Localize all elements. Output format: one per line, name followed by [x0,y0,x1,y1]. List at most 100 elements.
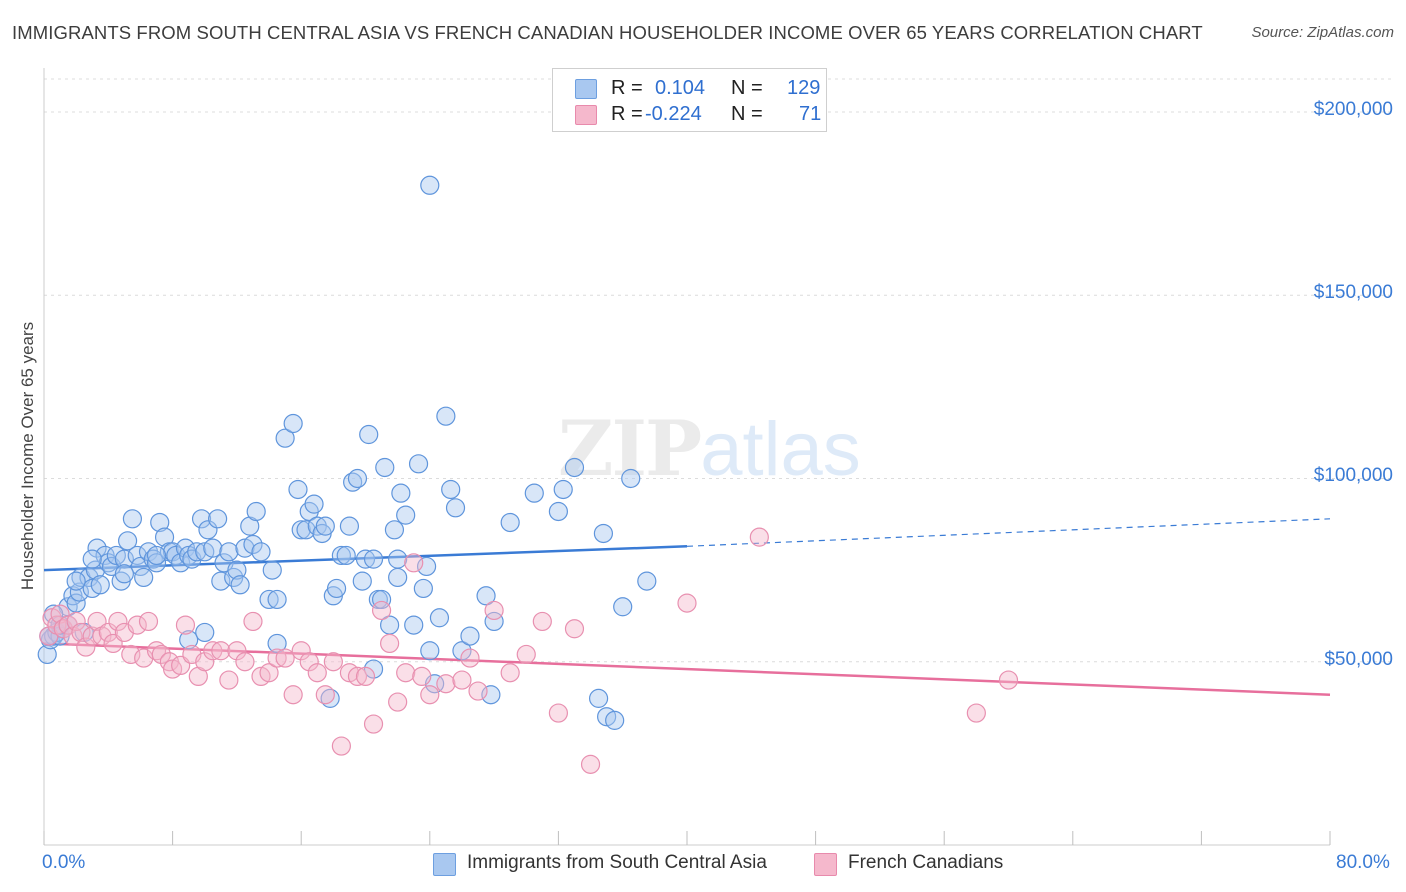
point-french-canadians [436,674,456,694]
legend-r-value: -0.224 [645,103,702,125]
point-south-central-asia [548,501,569,522]
point-south-central-asia [384,520,405,540]
point-french-canadians [121,644,141,665]
point-french-canadians [203,641,223,661]
trend-solid [43,642,1331,696]
points-south-central-asia [37,175,657,730]
point-south-central-asia [219,542,239,562]
point-french-canadians [66,611,86,632]
point-south-central-asia [621,468,641,489]
point-south-central-asia [195,622,215,643]
point-south-central-asia [122,509,143,529]
point-south-central-asia [69,582,89,602]
point-south-central-asia [79,567,99,588]
point-south-central-asia [593,523,614,544]
point-south-central-asia [291,520,311,540]
point-french-canadians [307,663,327,683]
point-south-central-asia [326,578,347,599]
point-south-central-asia [441,479,461,500]
point-south-central-asia [163,542,183,562]
point-south-central-asia [134,567,154,588]
point-french-canadians [998,670,1019,690]
point-south-central-asia [413,578,433,599]
point-french-canadians [580,754,601,774]
point-south-central-asia [146,553,167,573]
point-south-central-asia [637,571,657,591]
point-south-central-asia [553,479,573,500]
point-south-central-asia [267,589,287,610]
legend-r-label: R = [611,103,643,125]
point-south-central-asia [331,545,351,566]
point-south-central-asia [420,175,440,195]
y-tick-label: $50,000 [1324,648,1393,670]
point-south-central-asia [179,630,199,650]
point-french-canadians [283,685,303,705]
point-south-central-asia [198,520,218,540]
point-french-canadians [219,670,239,690]
point-french-canadians [299,652,319,672]
point-french-canadians [275,648,295,668]
point-french-canadians [267,648,287,668]
point-south-central-asia [347,468,368,489]
point-south-central-asia [171,553,191,573]
point-french-canadians [548,703,569,723]
point-south-central-asia [262,560,282,580]
point-south-central-asia [315,516,335,536]
legend-n-value: 71 [799,103,822,125]
point-french-canadians [151,644,171,665]
point-south-central-asia [404,615,424,635]
point-south-central-asia [127,545,147,566]
point-french-canadians [500,663,520,683]
point-south-central-asia [391,483,411,503]
point-south-central-asia [352,571,372,591]
legend-n-label: N = [731,103,763,125]
point-french-canadians [404,553,424,573]
point-south-central-asia [388,549,408,569]
point-south-central-asia [524,483,544,503]
point-french-canadians [966,703,986,723]
point-french-canadians [564,619,585,639]
point-french-canadians [211,641,231,661]
point-french-canadians [396,663,416,683]
point-south-central-asia [396,505,416,525]
point-south-central-asia [259,589,279,610]
point-south-central-asia [359,424,379,445]
point-french-canadians [380,633,400,654]
point-south-central-asia [420,641,440,661]
point-south-central-asia [230,575,250,595]
point-south-central-asia [288,479,308,500]
point-french-canadians [347,666,368,687]
watermark: ZIPatlas [558,404,861,493]
bottom-legend-swatch-blue [433,853,456,876]
legend-swatch-blue [575,79,597,99]
legend-swatch-pink [575,105,597,125]
y-tick-label: $200,000 [1313,98,1393,120]
point-south-central-asia [283,413,303,434]
points-french-canadians [39,527,1019,774]
point-french-canadians [50,604,70,624]
point-south-central-asia [246,501,266,522]
point-french-canadians [235,652,255,672]
point-south-central-asia [143,549,163,569]
point-south-central-asia [613,597,633,617]
point-south-central-asia [203,538,223,558]
point-south-central-asia [208,509,228,529]
point-french-canadians [749,527,769,547]
point-south-central-asia [191,509,212,529]
point-french-canadians [227,641,247,661]
point-south-central-asia [82,549,102,569]
point-south-central-asia [500,512,520,533]
point-south-central-asia [355,549,376,569]
legend-r-value: 0.104 [655,77,706,99]
point-south-central-asia [588,688,609,708]
point-french-canadians [71,622,91,643]
point-french-canadians [175,615,196,635]
trend-line-south-central-asia [43,518,1331,572]
point-south-central-asia [114,549,134,569]
legend-n-value: 129 [787,77,821,99]
point-french-canadians [82,626,102,646]
point-south-central-asia [452,641,472,661]
trend-solid [43,545,688,572]
x-tick-label-min: 0.0% [42,852,86,873]
point-south-central-asia [371,589,392,610]
